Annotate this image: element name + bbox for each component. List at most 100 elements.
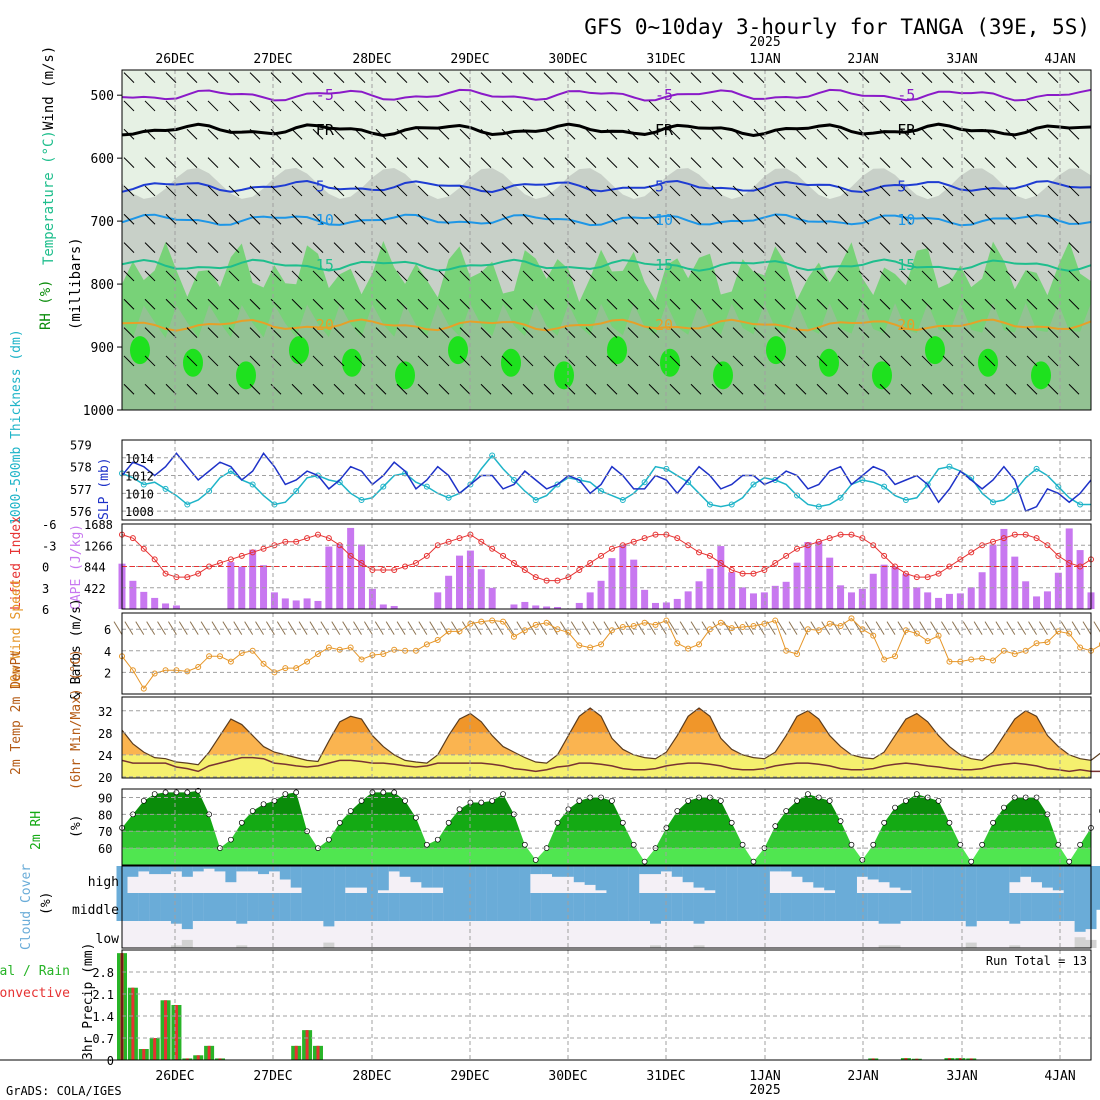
wind-barb <box>270 242 282 253</box>
lifted-index-tick-label: -6 <box>42 518 56 532</box>
rh-point <box>249 808 256 814</box>
wind-barb <box>165 270 177 282</box>
wind-barb <box>291 383 303 395</box>
wind-speed-point <box>630 622 637 629</box>
wind-barb <box>963 128 975 140</box>
wind-barb <box>291 355 303 367</box>
cloud-bar-middle <box>1020 893 1032 921</box>
wind-barb <box>228 242 240 253</box>
wind-barb <box>228 270 240 282</box>
wind-barb <box>480 185 492 197</box>
cloud-bar-high <box>247 866 259 872</box>
wind-barb-10m <box>331 621 341 635</box>
isotherm-label: -5 <box>316 86 334 104</box>
wind-barb <box>123 383 135 395</box>
rh-point <box>500 791 506 797</box>
thickness-tick-label: 577 <box>70 483 92 497</box>
rh-point <box>184 789 191 796</box>
wind-barb <box>438 270 450 282</box>
wind-speed-point <box>380 651 387 658</box>
cloud-bar-middle <box>628 893 640 921</box>
lifted-index-point <box>314 531 321 538</box>
lifted-index-point <box>608 545 615 552</box>
lifted-index-point <box>260 545 267 552</box>
wind-barb <box>123 157 135 168</box>
rh-point <box>903 797 909 804</box>
cape-bar <box>837 585 845 609</box>
cloud-bar-middle <box>160 893 172 921</box>
wind-barb <box>900 270 912 282</box>
rh-point <box>391 789 398 796</box>
wind-barb <box>564 185 576 197</box>
cape-bar <box>1011 556 1019 609</box>
wind-barb <box>417 185 429 197</box>
cloud-bar-middle <box>824 893 836 921</box>
wind-barb <box>900 298 912 310</box>
cape-bar <box>151 597 159 609</box>
wind-barb <box>354 298 366 310</box>
cape-tick-label: 422 <box>84 582 106 596</box>
rh-unit-label: (%) <box>69 815 84 838</box>
cloud-bar-low-gap <box>693 945 705 948</box>
wind-barb <box>228 213 240 225</box>
cloud-bar-high <box>138 866 150 872</box>
wind-barb <box>228 355 240 367</box>
precip-convective-bar <box>196 1055 200 1060</box>
wind-barb <box>1005 185 1017 197</box>
wind-barb <box>984 383 996 395</box>
wind-barb <box>1026 185 1038 197</box>
precip-tick-label: 0 <box>107 1054 114 1068</box>
cloud-bar-middle <box>388 893 400 921</box>
wind-speed-point <box>870 632 877 639</box>
wind-barb <box>732 383 744 395</box>
lifted-index-point <box>358 559 365 566</box>
lifted-index-point <box>598 552 605 559</box>
wind-barb <box>270 270 282 282</box>
wind-barb <box>585 355 597 367</box>
wind-barb <box>879 100 891 112</box>
wind-barb <box>123 128 135 140</box>
cloud-bar-high <box>911 866 923 893</box>
wind-barb <box>354 213 366 225</box>
wind-speed-point <box>445 628 452 635</box>
cape-bar <box>869 573 877 609</box>
wind-barb <box>522 185 534 197</box>
cloud-bar-middle <box>715 893 727 921</box>
lifted-index-point <box>1022 531 1029 538</box>
cloud-bar-middle <box>410 893 422 921</box>
wind-barb <box>459 355 471 367</box>
wind-barb <box>375 157 387 168</box>
wind-barb-10m <box>886 621 896 635</box>
wind-barb <box>627 327 639 338</box>
wind-barb <box>1005 157 1017 168</box>
wind-barb <box>585 157 597 168</box>
wind-barb <box>774 128 786 140</box>
wind-barb <box>648 72 660 83</box>
rh-point <box>717 797 724 804</box>
lifted-index-point <box>162 570 169 577</box>
wind-barb <box>753 157 765 168</box>
wind-barb <box>438 242 450 253</box>
cloud-bar-middle <box>943 893 955 921</box>
wind-barb <box>963 185 975 197</box>
wind-speed-point <box>641 619 648 626</box>
isotherm-label: -5 <box>655 86 673 104</box>
wind-barb <box>333 298 345 310</box>
cloud-bar-high <box>791 866 803 877</box>
lifted-index-point <box>282 538 289 545</box>
cloud-bar-high <box>497 866 509 893</box>
lifted-index-point <box>1055 552 1062 559</box>
cloud-layer-label: high <box>88 875 119 890</box>
cloud-bar-low-gap <box>649 945 661 948</box>
wind-barb <box>753 298 765 310</box>
cloud-bar-middle <box>660 893 672 921</box>
wind-barb <box>837 72 849 83</box>
wind-barb <box>1005 128 1017 140</box>
lifted-index-point <box>1033 535 1040 542</box>
cape-bar <box>771 585 779 609</box>
cape-bar <box>162 603 170 609</box>
cloud-bar-low <box>181 921 193 930</box>
wind-barb <box>984 355 996 367</box>
wind-barb <box>669 72 681 83</box>
wind-barb <box>858 72 870 83</box>
